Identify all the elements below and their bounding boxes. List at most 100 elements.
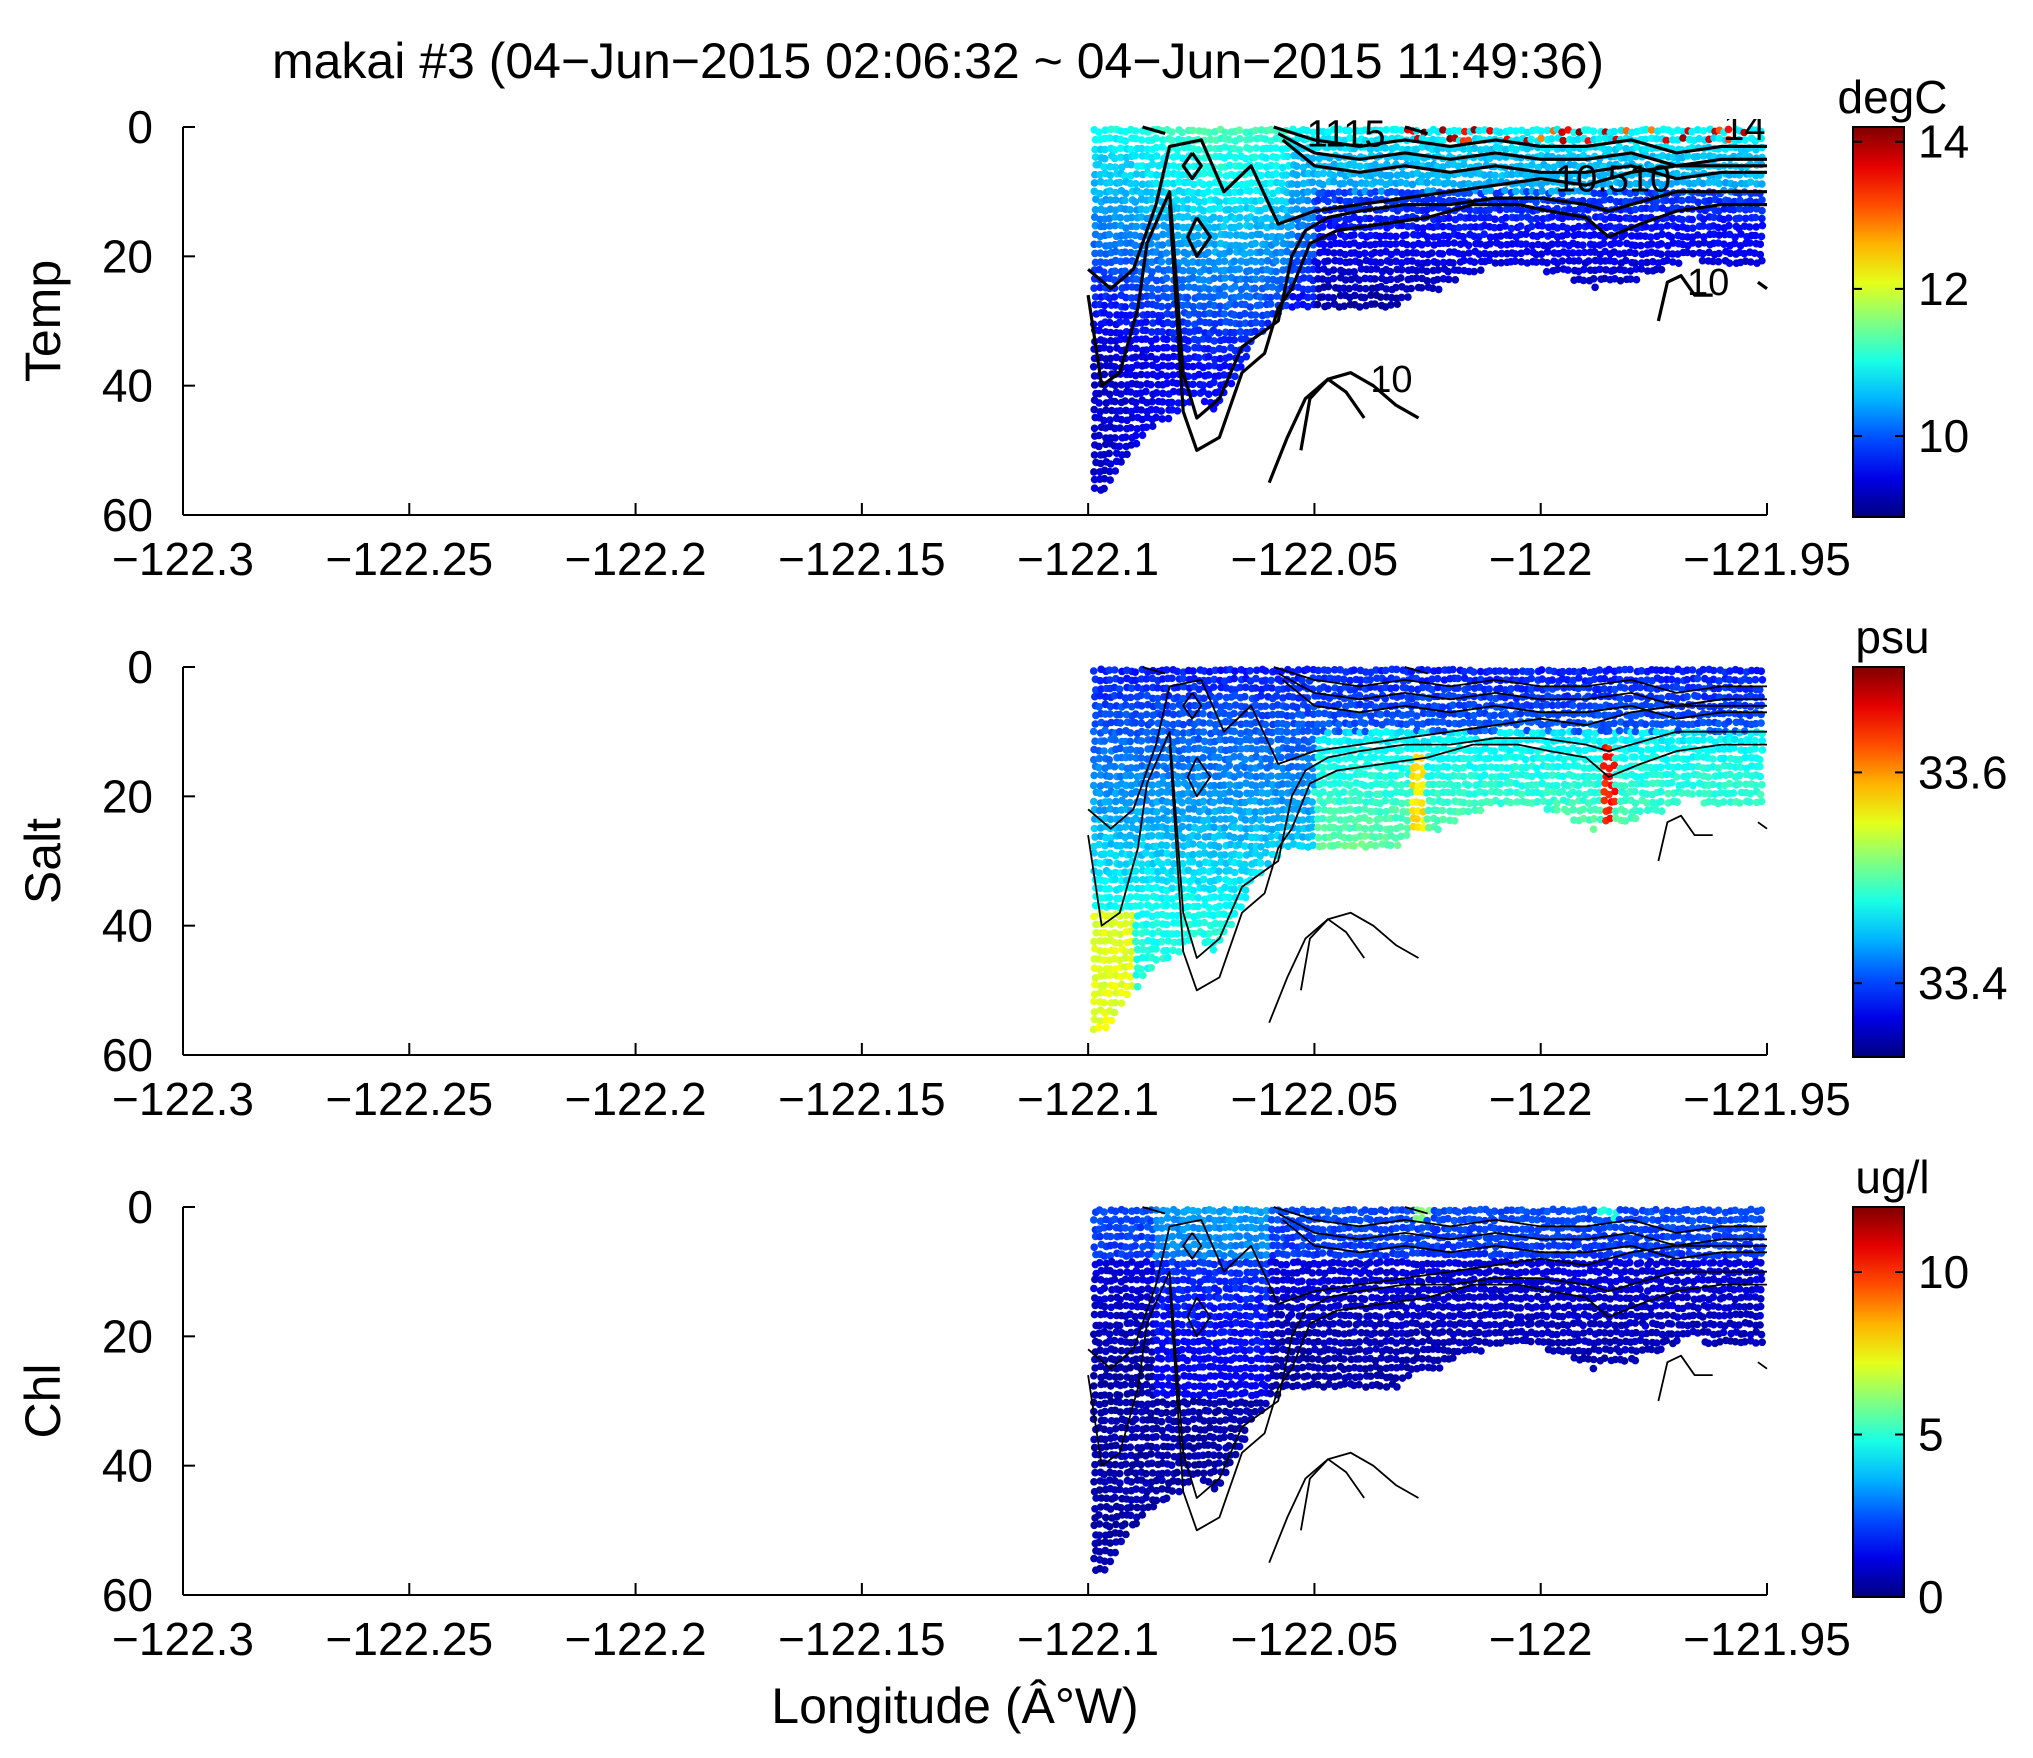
data-point [1512, 779, 1521, 788]
data-point [1434, 266, 1442, 274]
data-point [1101, 145, 1109, 154]
data-point [1132, 398, 1140, 407]
data-point [1496, 128, 1504, 137]
data-point [1407, 685, 1416, 693]
data-point [1210, 781, 1219, 790]
data-point [1626, 275, 1635, 283]
data-point [1122, 781, 1130, 790]
data-point [1178, 808, 1186, 816]
data-point [1450, 239, 1458, 247]
data-point [1241, 683, 1250, 692]
data-point [1184, 782, 1192, 790]
data-point [1127, 160, 1135, 169]
data-point [1355, 303, 1364, 311]
data-point [1439, 222, 1447, 231]
data-point [1615, 239, 1624, 248]
data-point [1148, 160, 1157, 169]
data-point [1485, 667, 1494, 675]
data-point [1143, 807, 1151, 815]
data-point [1303, 196, 1312, 205]
data-point [1459, 718, 1468, 727]
data-point [1398, 764, 1406, 773]
data-point [1599, 239, 1608, 248]
data-point [1189, 886, 1198, 895]
data-point [1137, 719, 1146, 727]
data-point [1100, 337, 1109, 346]
data-point [1314, 143, 1322, 152]
colorbar-tick-label: 10 [1918, 410, 1969, 462]
contour-line [1087, 138, 1767, 291]
data-point [1340, 833, 1348, 842]
data-point [1163, 720, 1171, 728]
data-point [1465, 755, 1473, 763]
data-point [1205, 362, 1213, 370]
data-point [1231, 372, 1239, 381]
contour-line [1267, 371, 1420, 484]
data-point [1366, 214, 1374, 223]
data-point [1580, 265, 1588, 274]
data-point [1163, 901, 1171, 910]
data-point [1736, 196, 1744, 205]
data-point [1424, 806, 1433, 815]
data-point [1537, 127, 1545, 135]
data-point [1095, 754, 1103, 763]
data-point [1142, 423, 1151, 432]
data-point [1346, 805, 1354, 813]
data-point [1091, 206, 1100, 214]
data-point [1345, 737, 1353, 746]
data-point [1116, 407, 1124, 415]
data-point [1107, 718, 1115, 727]
data-point [1122, 293, 1130, 302]
data-point [1288, 814, 1296, 822]
data-point [1404, 189, 1412, 197]
data-point [1200, 397, 1209, 406]
data-point [1095, 840, 1103, 849]
data-point [1105, 756, 1113, 764]
data-point [1142, 387, 1150, 396]
data-point [1372, 265, 1381, 273]
data-point [1397, 781, 1406, 789]
data-point [1195, 685, 1203, 694]
data-point [1148, 832, 1156, 840]
data-point [1360, 805, 1369, 813]
data-point [1090, 1015, 1099, 1024]
data-point [1241, 319, 1250, 328]
data-point [1305, 257, 1314, 266]
data-point [1100, 370, 1109, 379]
data-point [1210, 823, 1218, 832]
data-point [1356, 162, 1364, 171]
data-point [1465, 189, 1474, 197]
data-point [1434, 825, 1442, 834]
data-point [1267, 772, 1275, 780]
data-point [1112, 353, 1121, 362]
data-point [1393, 754, 1401, 763]
data-point [1391, 813, 1400, 822]
data-point [1522, 230, 1530, 238]
data-point [1433, 275, 1442, 284]
data-point [1200, 910, 1208, 919]
data-point [1387, 755, 1396, 763]
data-point [1371, 258, 1380, 266]
data-point [1251, 808, 1260, 816]
data-point [1668, 214, 1677, 223]
data-point [1508, 170, 1516, 179]
data-point [1589, 127, 1598, 135]
data-point [1516, 222, 1525, 230]
data-point [1396, 823, 1405, 831]
data-point [1200, 918, 1209, 927]
data-point [1730, 239, 1739, 248]
data-point [1116, 144, 1125, 153]
data-point [1319, 720, 1327, 729]
data-point [1715, 179, 1723, 188]
data-point [1115, 860, 1124, 869]
data-point [1610, 257, 1619, 266]
data-point [1096, 789, 1104, 797]
data-point [1527, 135, 1535, 144]
data-point [1365, 790, 1374, 798]
data-point [1278, 163, 1287, 172]
contour-line [1656, 274, 1713, 322]
data-point [1355, 259, 1364, 267]
data-point [1386, 171, 1395, 180]
data-point [1163, 372, 1171, 380]
data-point [1528, 161, 1536, 169]
